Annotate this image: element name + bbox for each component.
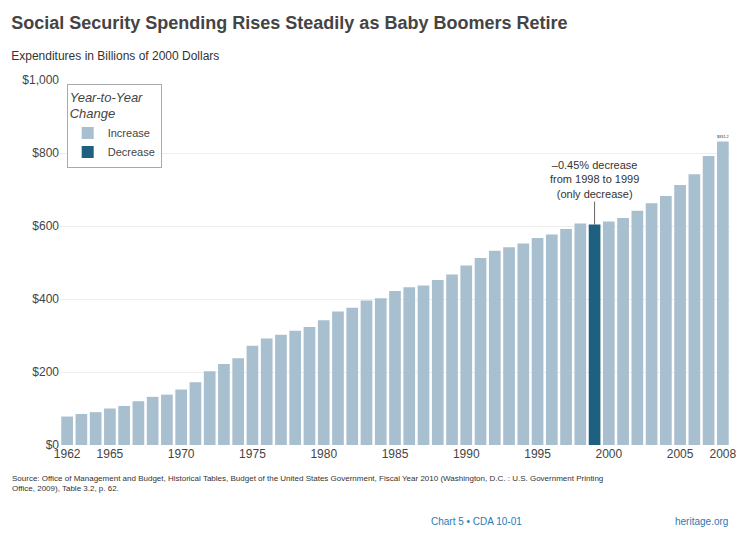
svg-text:–0.45% decreasefrom 1998 to 19: –0.45% decreasefrom 1998 to 1999(only de… bbox=[550, 159, 639, 200]
svg-text:1970: 1970 bbox=[168, 447, 195, 461]
svg-text:1962: 1962 bbox=[54, 447, 81, 461]
svg-text:Social Security Spending Rises: Social Security Spending Rises Steadily … bbox=[11, 13, 567, 33]
svg-text:1975: 1975 bbox=[239, 447, 266, 461]
svg-text:1995: 1995 bbox=[524, 447, 551, 461]
svg-text:Source: Office of Management a: Source: Office of Management and Budget,… bbox=[12, 474, 603, 493]
svg-text:Chart 5 • CDA 10-01: Chart 5 • CDA 10-01 bbox=[431, 516, 522, 527]
svg-text:$600: $600 bbox=[32, 219, 59, 233]
svg-text:2008: 2008 bbox=[710, 447, 737, 461]
svg-text:$200: $200 bbox=[32, 365, 59, 379]
svg-text:Increase: Increase bbox=[108, 127, 150, 139]
svg-text:$831.2: $831.2 bbox=[717, 135, 729, 139]
svg-text:1990: 1990 bbox=[453, 447, 480, 461]
svg-text:1985: 1985 bbox=[382, 447, 409, 461]
svg-text:Decrease: Decrease bbox=[108, 146, 155, 158]
svg-text:$800: $800 bbox=[32, 146, 59, 160]
svg-text:heritage.org: heritage.org bbox=[675, 516, 728, 527]
svg-text:2005: 2005 bbox=[667, 447, 694, 461]
svg-text:$1,000: $1,000 bbox=[22, 73, 59, 87]
svg-text:2000: 2000 bbox=[595, 447, 622, 461]
svg-text:Year-to-YearChange: Year-to-YearChange bbox=[70, 90, 143, 122]
svg-text:1980: 1980 bbox=[310, 447, 337, 461]
svg-text:$0: $0 bbox=[46, 438, 60, 452]
svg-text:1965: 1965 bbox=[97, 447, 124, 461]
svg-text:Expenditures in Billions of 20: Expenditures in Billions of 2000 Dollars bbox=[11, 49, 219, 63]
svg-text:$400: $400 bbox=[32, 292, 59, 306]
